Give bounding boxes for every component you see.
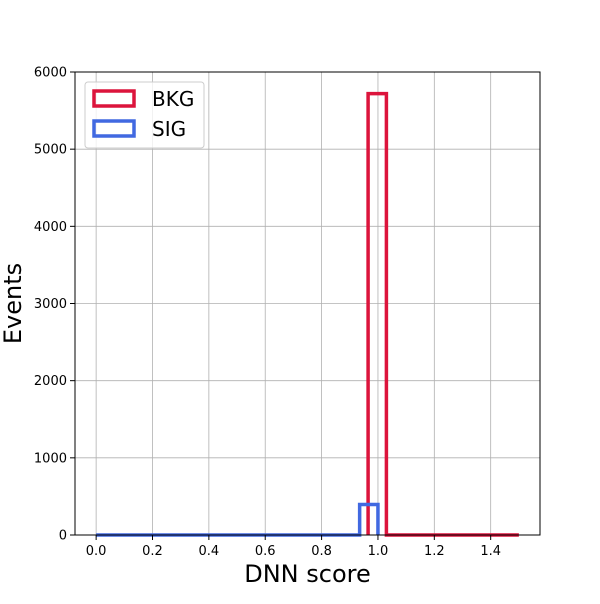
ticks: 0.0 0.2 0.4 0.6 0.8 1.0 1.2 1.4 0 1000 2000 3000 400… xyxy=(34,66,501,560)
y-tick-label: 5000 xyxy=(34,143,67,158)
y-tick-label: 2000 xyxy=(34,374,67,389)
x-tick-label: 0.4 xyxy=(199,544,220,559)
legend-swatch-bkg xyxy=(92,89,136,108)
legend-swatch-sig xyxy=(92,119,136,138)
y-tick-label: 6000 xyxy=(34,66,67,81)
y-axis-label: Events xyxy=(0,263,27,344)
y-tick-label: 1000 xyxy=(34,451,67,466)
x-tick-label: 0.0 xyxy=(86,544,107,559)
y-tick-label: 4000 xyxy=(34,220,67,235)
legend-frame xyxy=(84,81,205,149)
grid xyxy=(75,71,540,536)
y-tick-label: 3000 xyxy=(34,297,67,312)
legend: BKG SIG xyxy=(84,81,205,149)
y-tick-label: 0 xyxy=(59,529,67,544)
legend-label-bkg: BKG xyxy=(152,87,194,111)
x-tick-label: 0.2 xyxy=(142,544,163,559)
x-tick-label: 0.6 xyxy=(255,544,276,559)
x-tick-label: 1.4 xyxy=(480,544,501,559)
x-tick-label: 0.8 xyxy=(311,544,332,559)
legend-label-sig: SIG xyxy=(152,117,186,141)
x-axis-label: DNN score xyxy=(244,560,371,588)
x-tick-label: 1.2 xyxy=(424,544,445,559)
x-tick-label: 1.0 xyxy=(368,544,389,559)
